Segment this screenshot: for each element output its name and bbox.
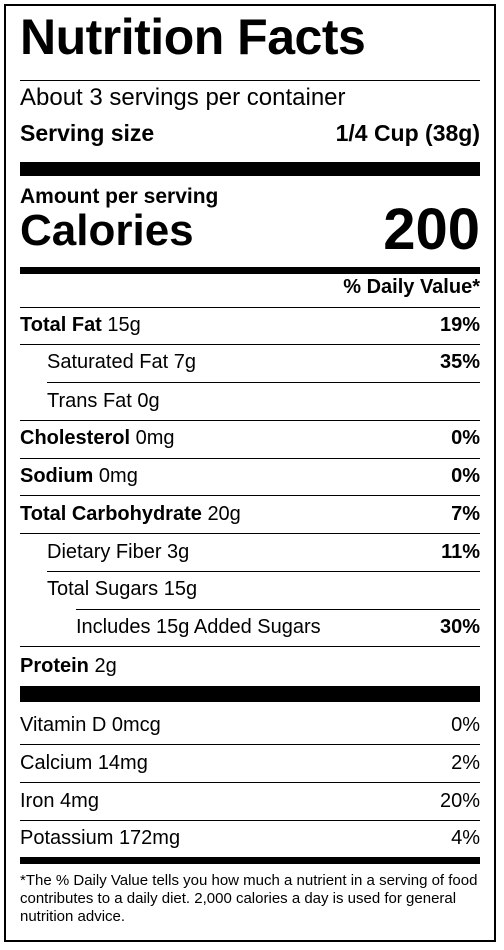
- nutrient-name: Includes 15g Added Sugars: [76, 616, 321, 638]
- nutrient-amount: 20g: [207, 503, 241, 525]
- nutrient-row-cholesterol: Cholesterol 0mg 0%: [20, 428, 480, 448]
- nutrient-name: Protein: [20, 655, 89, 677]
- vitamin-row-vitamin-d: Vitamin D 0mcg 0%: [20, 715, 480, 735]
- nutrient-amount: 0mg: [135, 427, 175, 449]
- vitamin-amount: 172mg: [118, 827, 181, 849]
- nutrient-name: Total Carbohydrate: [20, 503, 202, 525]
- vitamin-amount: 14mg: [97, 752, 148, 774]
- vitamin-row-calcium: Calcium 14mg 2%: [20, 753, 480, 773]
- divider: [20, 80, 480, 81]
- vitamin-row-iron: Iron 4mg 20%: [20, 791, 480, 811]
- servings-per-container: About 3 servings per container: [20, 84, 346, 111]
- nutrient-row-protein: Protein 2g: [20, 656, 480, 676]
- nutrient-amount: 0g: [137, 390, 160, 412]
- nutrient-amount: 2g: [94, 655, 117, 677]
- vitamin-dv: 2%: [451, 752, 480, 774]
- vitamin-dv: 4%: [451, 827, 480, 849]
- nutrition-label: Nutrition Facts About 3 servings per con…: [4, 4, 496, 942]
- nutrient-name: Saturated Fat: [47, 351, 169, 373]
- nutrient-dv: 35%: [439, 351, 480, 373]
- divider: [76, 609, 480, 610]
- vitamin-dv: 0%: [451, 714, 480, 736]
- serving-size-label: Serving size: [20, 120, 155, 146]
- divider: [20, 782, 480, 783]
- nutrient-row-trans-fat: Trans Fat 0g: [20, 391, 480, 411]
- nutrient-dv: 11%: [441, 541, 480, 563]
- divider: [20, 820, 480, 821]
- serving-size-value: 1/4 Cup (38g): [335, 120, 480, 146]
- calories-label: Calories: [20, 206, 194, 255]
- nutrient-dv: 30%: [439, 616, 480, 638]
- vitamin-name: Calcium: [20, 752, 93, 774]
- thick-divider: [20, 686, 480, 702]
- nutrient-row-added-sugars: Includes 15g Added Sugars 30%: [20, 617, 480, 637]
- serving-size: Serving size 1/4 Cup (38g): [20, 122, 480, 145]
- medium-divider: [20, 267, 480, 274]
- divider: [20, 495, 480, 496]
- nutrient-amount: 3g: [167, 541, 190, 563]
- vitamin-amount: 0mcg: [111, 714, 161, 736]
- divider: [20, 307, 480, 308]
- label-title: Nutrition Facts: [20, 9, 366, 65]
- vitamin-name: Vitamin D: [20, 714, 107, 736]
- divider: [20, 646, 480, 647]
- nutrient-dv: 7%: [451, 503, 480, 525]
- daily-value-header: % Daily Value*: [343, 276, 480, 298]
- nutrient-dv: 0%: [451, 427, 480, 449]
- divider: [47, 382, 480, 383]
- nutrient-name: Total Sugars: [47, 578, 159, 600]
- vitamin-name: Potassium: [20, 827, 114, 849]
- vitamin-name: Iron: [20, 790, 55, 812]
- footnote: *The % Daily Value tells you how much a …: [20, 872, 478, 925]
- nutrient-dv: 0%: [451, 465, 480, 487]
- divider: [20, 344, 480, 345]
- nutrient-row-sodium: Sodium 0mg 0%: [20, 466, 480, 486]
- nutrient-row-dietary-fiber: Dietary Fiber 3g 11%: [20, 542, 480, 562]
- nutrient-amount: 15g: [107, 314, 141, 336]
- label-content: Nutrition Facts About 3 servings per con…: [20, 6, 480, 940]
- divider: [20, 533, 480, 534]
- nutrient-name: Dietary Fiber: [47, 541, 162, 563]
- vitamin-dv: 20%: [439, 790, 480, 812]
- divider: [20, 458, 480, 459]
- vitamin-row-potassium: Potassium 172mg 4%: [20, 828, 480, 848]
- nutrient-dv: 19%: [439, 314, 480, 336]
- nutrient-row-total-sugars: Total Sugars 15g: [20, 579, 480, 599]
- vitamin-amount: 4mg: [60, 790, 99, 812]
- nutrient-row-saturated-fat: Saturated Fat 7g 35%: [20, 352, 480, 372]
- nutrient-amount: 0mg: [98, 465, 138, 487]
- nutrient-row-total-carbohydrate: Total Carbohydrate 20g 7%: [20, 504, 480, 524]
- nutrient-name: Total Fat: [20, 314, 102, 336]
- divider: [20, 744, 480, 745]
- thick-divider: [20, 162, 480, 176]
- calories-value: 200: [383, 197, 480, 262]
- nutrient-amount: 15g: [163, 578, 198, 600]
- amount-per-serving: Amount per serving: [20, 185, 219, 208]
- divider: [20, 420, 480, 421]
- nutrient-amount: 7g: [173, 351, 196, 373]
- nutrient-name: Cholesterol: [20, 427, 131, 449]
- divider: [47, 571, 480, 572]
- nutrient-name: Sodium: [20, 465, 94, 487]
- medium-divider: [20, 857, 480, 864]
- nutrient-row-total-fat: Total Fat 15g 19%: [20, 315, 480, 335]
- nutrient-name: Trans Fat: [47, 390, 132, 412]
